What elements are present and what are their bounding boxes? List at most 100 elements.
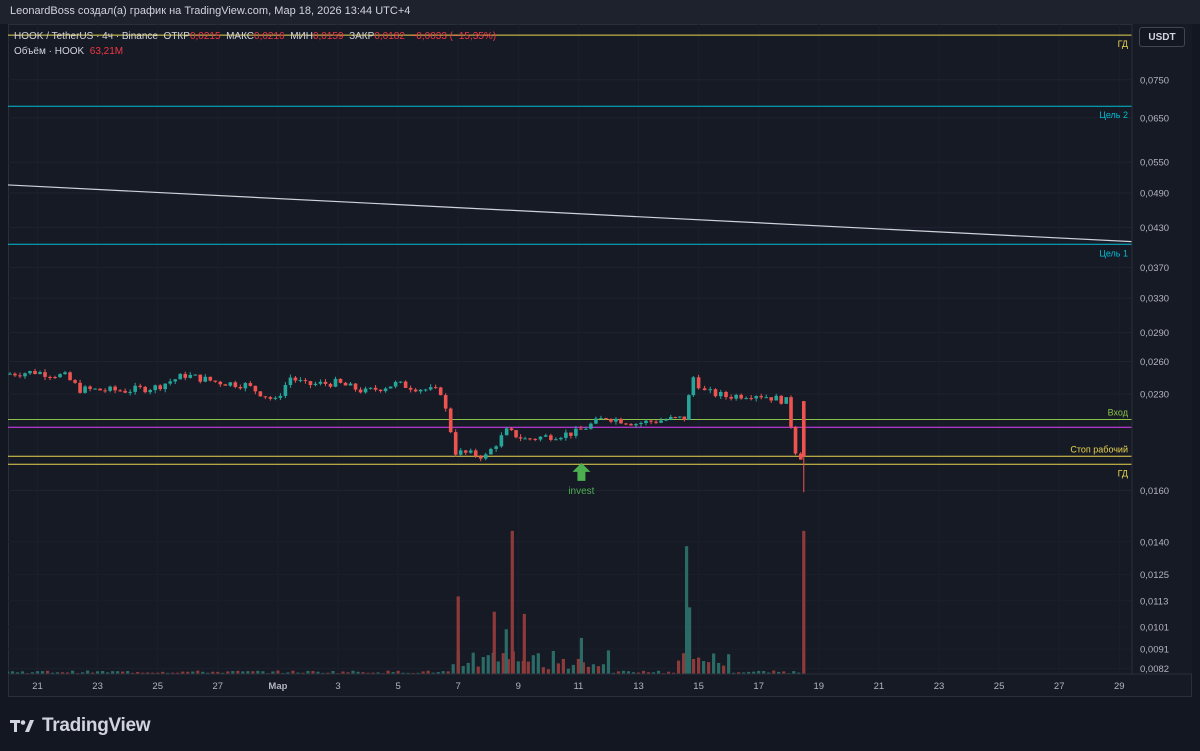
candle[interactable]: [18, 375, 22, 377]
candle[interactable]: [579, 428, 583, 430]
candle[interactable]: [509, 428, 514, 431]
candle[interactable]: [458, 450, 463, 455]
candle[interactable]: [504, 428, 509, 436]
candle[interactable]: [48, 376, 52, 378]
candle[interactable]: [614, 418, 618, 422]
candle[interactable]: [208, 376, 213, 381]
candle[interactable]: [258, 391, 263, 397]
candle[interactable]: [143, 386, 147, 393]
candle[interactable]: [687, 395, 691, 420]
candle[interactable]: [153, 385, 157, 391]
candle[interactable]: [103, 390, 107, 392]
candle[interactable]: [213, 380, 218, 382]
candle[interactable]: [43, 372, 47, 377]
candle[interactable]: [383, 388, 388, 392]
annotation[interactable]: invest: [568, 462, 595, 497]
candle[interactable]: [393, 381, 398, 387]
candle[interactable]: [639, 423, 643, 425]
candle[interactable]: [678, 416, 682, 418]
candle[interactable]: [23, 373, 27, 377]
candle[interactable]: [123, 390, 127, 393]
candle[interactable]: [634, 424, 638, 426]
candle[interactable]: [724, 392, 728, 398]
candle[interactable]: [78, 382, 82, 393]
candle[interactable]: [228, 382, 233, 386]
candle[interactable]: [288, 377, 293, 385]
currency-button[interactable]: USDT: [1139, 27, 1185, 47]
candle[interactable]: [403, 381, 408, 388]
candle[interactable]: [108, 386, 112, 391]
candle[interactable]: [133, 385, 137, 392]
candle[interactable]: [564, 432, 568, 438]
candle[interactable]: [113, 386, 117, 391]
candle[interactable]: [168, 381, 173, 384]
candle[interactable]: [68, 372, 72, 381]
candle[interactable]: [398, 381, 403, 383]
candle[interactable]: [729, 397, 733, 399]
candle[interactable]: [559, 437, 563, 440]
candle[interactable]: [433, 387, 438, 389]
candle[interactable]: [198, 374, 203, 382]
candle[interactable]: [463, 450, 468, 453]
candle[interactable]: [649, 420, 653, 422]
candle[interactable]: [93, 388, 97, 390]
candle[interactable]: [691, 377, 696, 396]
candle[interactable]: [278, 395, 283, 398]
candle[interactable]: [323, 381, 328, 384]
candle[interactable]: [518, 437, 523, 439]
candle[interactable]: [158, 385, 163, 390]
chart-frame[interactable]: [8, 24, 1192, 697]
candle[interactable]: [774, 395, 779, 401]
candle[interactable]: [148, 390, 152, 393]
candle[interactable]: [33, 370, 37, 375]
candle[interactable]: [784, 397, 789, 404]
candle[interactable]: [523, 438, 527, 440]
candle[interactable]: [554, 439, 558, 441]
candle[interactable]: [659, 420, 663, 423]
candle[interactable]: [664, 419, 668, 421]
tradingview-logo[interactable]: TradingView: [10, 715, 151, 737]
candle[interactable]: [178, 373, 183, 380]
candle[interactable]: [669, 416, 673, 420]
candle[interactable]: [682, 416, 687, 420]
candle[interactable]: [83, 386, 87, 393]
chart-canvas[interactable]: ГД0,0887Цель 20,0679Цель 10,0404Вход0,02…: [8, 24, 1192, 697]
candle[interactable]: [8, 373, 12, 375]
candle[interactable]: [549, 435, 553, 440]
candle[interactable]: [188, 374, 193, 378]
candle[interactable]: [388, 386, 393, 389]
candle[interactable]: [38, 372, 42, 375]
candle[interactable]: [353, 383, 358, 390]
candle[interactable]: [739, 394, 743, 399]
candle[interactable]: [128, 391, 132, 393]
candle[interactable]: [734, 394, 738, 399]
candle[interactable]: [53, 377, 57, 379]
candle[interactable]: [328, 383, 333, 387]
candle[interactable]: [448, 408, 453, 433]
candle[interactable]: [478, 456, 483, 459]
candle[interactable]: [629, 424, 633, 426]
candle[interactable]: [73, 380, 77, 383]
candle[interactable]: [263, 396, 268, 398]
candle[interactable]: [298, 380, 303, 382]
candle[interactable]: [468, 450, 473, 453]
candle[interactable]: [218, 381, 223, 385]
trend-line[interactable]: [8, 184, 1133, 243]
candle[interactable]: [138, 385, 142, 387]
candle[interactable]: [779, 395, 784, 404]
candle[interactable]: [718, 392, 723, 397]
candle[interactable]: [443, 395, 448, 409]
candle[interactable]: [293, 377, 298, 381]
candle[interactable]: [594, 418, 598, 424]
candle[interactable]: [408, 387, 413, 390]
candle[interactable]: [303, 380, 308, 382]
candle[interactable]: [283, 384, 288, 396]
candle[interactable]: [233, 382, 238, 387]
candle[interactable]: [118, 390, 122, 392]
candle[interactable]: [644, 420, 648, 424]
candle[interactable]: [533, 438, 538, 440]
candle[interactable]: [473, 450, 478, 457]
candle[interactable]: [769, 397, 774, 401]
candle[interactable]: [489, 448, 493, 455]
candle[interactable]: [708, 389, 713, 391]
